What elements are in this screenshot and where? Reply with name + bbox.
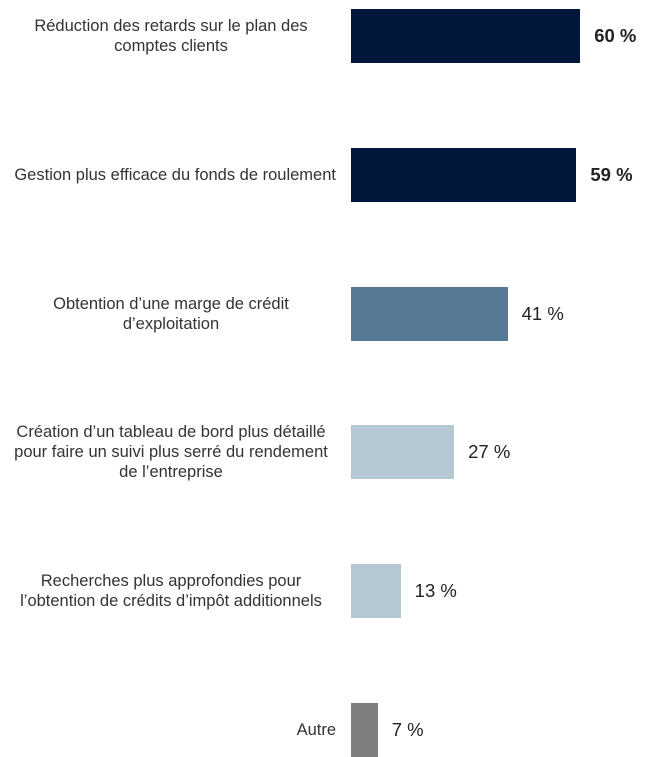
category-label: Création d’un tableau de bord plus détai…	[14, 423, 328, 482]
category-label: Obtention d’une marge de crédit d’exploi…	[53, 294, 289, 333]
category-label: Autre	[296, 721, 336, 739]
value-label: 13 %	[414, 580, 457, 602]
category-label-box: Obtention d’une marge de crédit d’exploi…	[0, 254, 336, 374]
category-label: Réduction des retards sur le plan des co…	[34, 17, 308, 55]
category-label: Recherches plus approfondies pour l’obte…	[20, 572, 322, 611]
bar	[351, 703, 378, 757]
value-label: 7 %	[391, 719, 424, 740]
category-label-box: Création d’un tableau de bord plus détai…	[0, 392, 336, 512]
category-label-box: Gestion plus efficace du fonds de roulem…	[0, 115, 336, 235]
category-label-box: Recherches plus approfondies pour l’obte…	[0, 531, 336, 651]
bar	[351, 9, 581, 63]
value-label: 41 %	[521, 302, 564, 324]
bar	[351, 564, 401, 619]
category-label-box: Réduction des retards sur le plan des co…	[0, 0, 336, 96]
category-label-box: Autre	[0, 670, 336, 757]
bar	[351, 147, 577, 202]
value-label: 59 %	[590, 163, 633, 185]
bar	[351, 286, 508, 341]
value-label: 60 %	[594, 25, 637, 46]
value-label: 27 %	[468, 441, 511, 463]
category-label: Gestion plus efficace du fonds de roulem…	[14, 165, 336, 184]
bar	[351, 425, 455, 480]
